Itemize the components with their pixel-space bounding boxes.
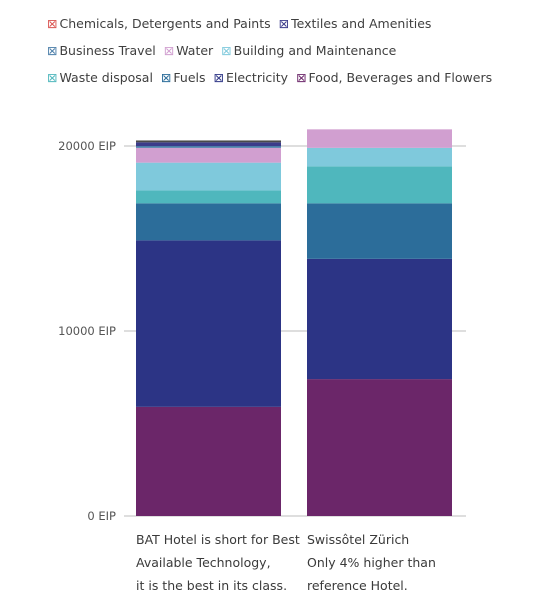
bar-segment-building-and-maintenance <box>307 147 452 167</box>
legend-row-1: ⊠ Chemicals, Detergents and Paints ⊠ Texti… <box>47 10 527 37</box>
caption-line: Swissôtel Zürich <box>307 532 410 547</box>
caption-line: Only 4% higher than <box>307 555 436 570</box>
legend-item-electricity: ⊠ Electricity <box>214 64 289 91</box>
bar-segment-waste-disposal <box>307 166 452 204</box>
caption-line: reference Hotel. <box>307 578 408 593</box>
legend-label: Business Travel <box>59 43 156 58</box>
legend-label: Water <box>176 43 214 58</box>
legend-item-food: ⊠ Food, Beverages and Flowers <box>296 64 492 91</box>
bar-caption-swissotel: Swissôtel Zürich Only 4% higher than ref… <box>307 528 477 597</box>
bar-segment-food-beverages-and-flowers <box>136 406 281 516</box>
legend-label: Electricity <box>225 70 289 85</box>
legend-label: Fuels <box>173 70 206 85</box>
legend-item-textiles: ⊠ Textiles and Amenities <box>279 10 432 37</box>
bar-segment-food-beverages-and-flowers <box>307 379 452 516</box>
bar-caption-bat-hotel: BAT Hotel is short for Best Available Te… <box>136 528 306 597</box>
legend-label: Chemicals, Detergents and Paints <box>59 16 271 31</box>
bar-segment-water <box>136 147 281 163</box>
caption-line: Available Technology, <box>136 555 271 570</box>
legend-swatch-icon: ⊠ <box>278 16 290 31</box>
bar-segment-electricity <box>307 258 452 380</box>
bar-segment-electricity <box>136 240 281 407</box>
legend-swatch-icon: ⊠ <box>221 43 232 58</box>
legend-label: Building and Maintenance <box>233 43 397 58</box>
caption-line: BAT Hotel is short for Best <box>136 532 300 547</box>
legend-item-waste: ⊠ Waste disposal <box>47 64 153 91</box>
legend-swatch-icon: ⊠ <box>47 43 58 58</box>
legend-item-chemicals: ⊠ Chemicals, Detergents and Paints <box>47 10 271 37</box>
legend-label: Waste disposal <box>59 70 153 85</box>
bar-segment-fuels <box>136 203 281 241</box>
legend-label: Food, Beverages and Flowers <box>308 70 493 85</box>
legend-swatch-icon: ⊠ <box>163 43 175 58</box>
legend-swatch-icon: ⊠ <box>47 70 58 85</box>
bar-segment-chemicals-detergents-and-paints <box>136 140 281 143</box>
chart-legend: ⊠ Chemicals, Detergents and Paints ⊠ Texti… <box>47 10 527 91</box>
bar-segment-waste-disposal <box>136 190 281 204</box>
bar-segment-water <box>307 129 452 148</box>
legend-item-water: ⊠ Water <box>164 37 213 64</box>
legend-row-2: ⊠ Business Travel ⊠ Water ⊠ Building and Ma… <box>47 37 527 64</box>
y-tick-label: 0 EIP <box>87 509 116 523</box>
legend-item-fuels: ⊠ Fuels <box>161 64 206 91</box>
legend-swatch-icon: ⊠ <box>160 70 172 85</box>
legend-row-3: ⊠ Waste disposal ⊠ Fuels ⊠ Electricity ⊠ Foo… <box>47 64 527 91</box>
legend-item-building: ⊠ Building and Maintenance <box>221 37 396 64</box>
bar-segment-building-and-maintenance <box>136 162 281 191</box>
y-tick-label: 10000 EIP <box>58 324 116 338</box>
legend-item-business-travel: ⊠ Business Travel <box>47 37 156 64</box>
legend-label: Textiles and Amenities <box>291 16 432 31</box>
legend-swatch-icon: ⊠ <box>47 16 58 31</box>
bar-segment-textiles-and-amenities <box>136 142 281 146</box>
legend-swatch-icon: ⊠ <box>296 70 307 85</box>
legend-swatch-icon: ⊠ <box>213 70 224 85</box>
bar-segment-fuels <box>307 203 452 259</box>
caption-line: it is the best in its class. <box>136 578 288 593</box>
bar-segment-business-travel <box>136 146 281 148</box>
y-tick-label: 20000 EIP <box>58 139 116 153</box>
